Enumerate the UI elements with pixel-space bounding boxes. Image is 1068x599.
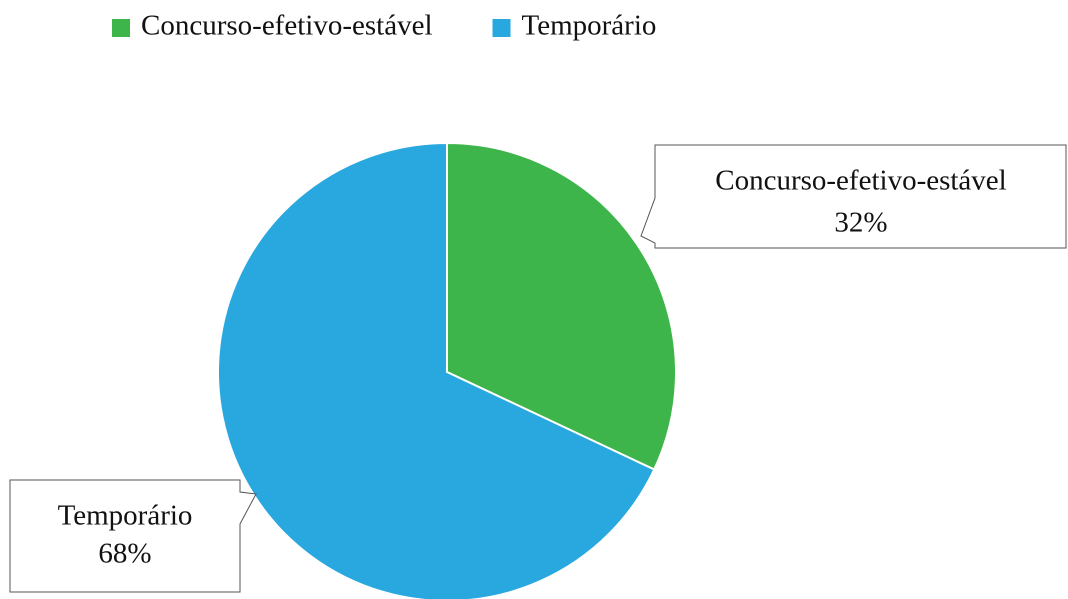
callout-box — [640, 144, 1067, 249]
data-label-name: Concurso-efetivo-estável — [715, 165, 1007, 197]
callout-box — [9, 479, 257, 593]
data-label-value: 32% — [834, 207, 887, 239]
legend-label: Concurso-efetivo-estável — [141, 10, 433, 42]
data-label-name: Temporário — [58, 500, 193, 532]
pie-slice — [446, 141, 677, 471]
legend-swatch — [492, 19, 511, 37]
legend-swatch — [112, 19, 130, 37]
legend-label: Temporário — [522, 10, 657, 42]
data-label-value: 68% — [98, 538, 151, 570]
